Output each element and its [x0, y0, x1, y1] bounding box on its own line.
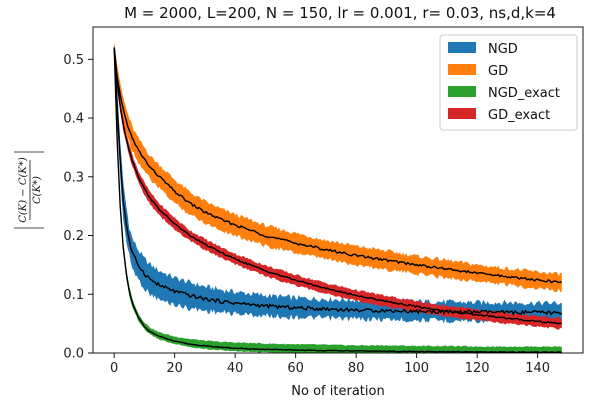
plot-area [113, 41, 563, 353]
y-axis: 0.0 0.1 0.2 0.3 0.4 0.5 [63, 53, 93, 362]
x-tick-label: 140 [525, 361, 550, 376]
x-tick-label: 40 [227, 361, 244, 376]
legend: NGD GD NGD_exact GD_exact [439, 34, 578, 131]
x-tick-label: 100 [404, 361, 429, 376]
legend-swatch-gd-exact [448, 108, 476, 119]
legend-label-gd-exact: GD_exact [488, 108, 550, 123]
y-tick-label: 0.2 [63, 229, 84, 244]
y-tick-label: 0.3 [63, 170, 84, 185]
x-tick-label: 80 [348, 361, 365, 376]
chart-title: M = 2000, L=200, N = 150, lr = 0.001, r=… [124, 4, 556, 22]
y-tick-label: 0.0 [63, 347, 84, 362]
y-axis-label: C(K) − C(K*) C(K*) [14, 151, 44, 229]
x-axis: 0 20 40 60 80 100 120 140 [110, 353, 550, 376]
band-gd-exact [114, 44, 562, 330]
y-label-numerator: C(K) − C(K*) [18, 157, 29, 223]
mean-line-ngd-exact [113, 47, 563, 353]
y-label-denominator: C(K*) [32, 176, 43, 204]
y-tick-label: 0.4 [63, 112, 84, 127]
band-ngd [114, 41, 562, 325]
legend-swatch-ngd [448, 42, 476, 53]
y-tick-label: 0.1 [63, 288, 84, 303]
legend-label-ngd-exact: NGD_exact [488, 86, 560, 101]
y-tick-label: 0.5 [63, 53, 84, 68]
legend-swatch-ngd-exact [448, 86, 476, 97]
mean-line-gd [113, 47, 563, 284]
x-tick-label: 60 [287, 361, 304, 376]
x-axis-label: No of iteration [291, 384, 384, 399]
legend-label-gd: GD [488, 64, 508, 79]
x-tick-label: 20 [166, 361, 183, 376]
x-tick-label: 0 [110, 361, 118, 376]
x-tick-label: 120 [465, 361, 490, 376]
legend-frame [439, 34, 578, 131]
legend-swatch-gd [448, 64, 476, 75]
mean-line-gd-exact [113, 47, 563, 325]
legend-label-ngd: NGD [488, 42, 518, 57]
band-gd [114, 41, 562, 293]
axes-frame [92, 26, 584, 354]
mean-line-ngd [113, 47, 563, 316]
